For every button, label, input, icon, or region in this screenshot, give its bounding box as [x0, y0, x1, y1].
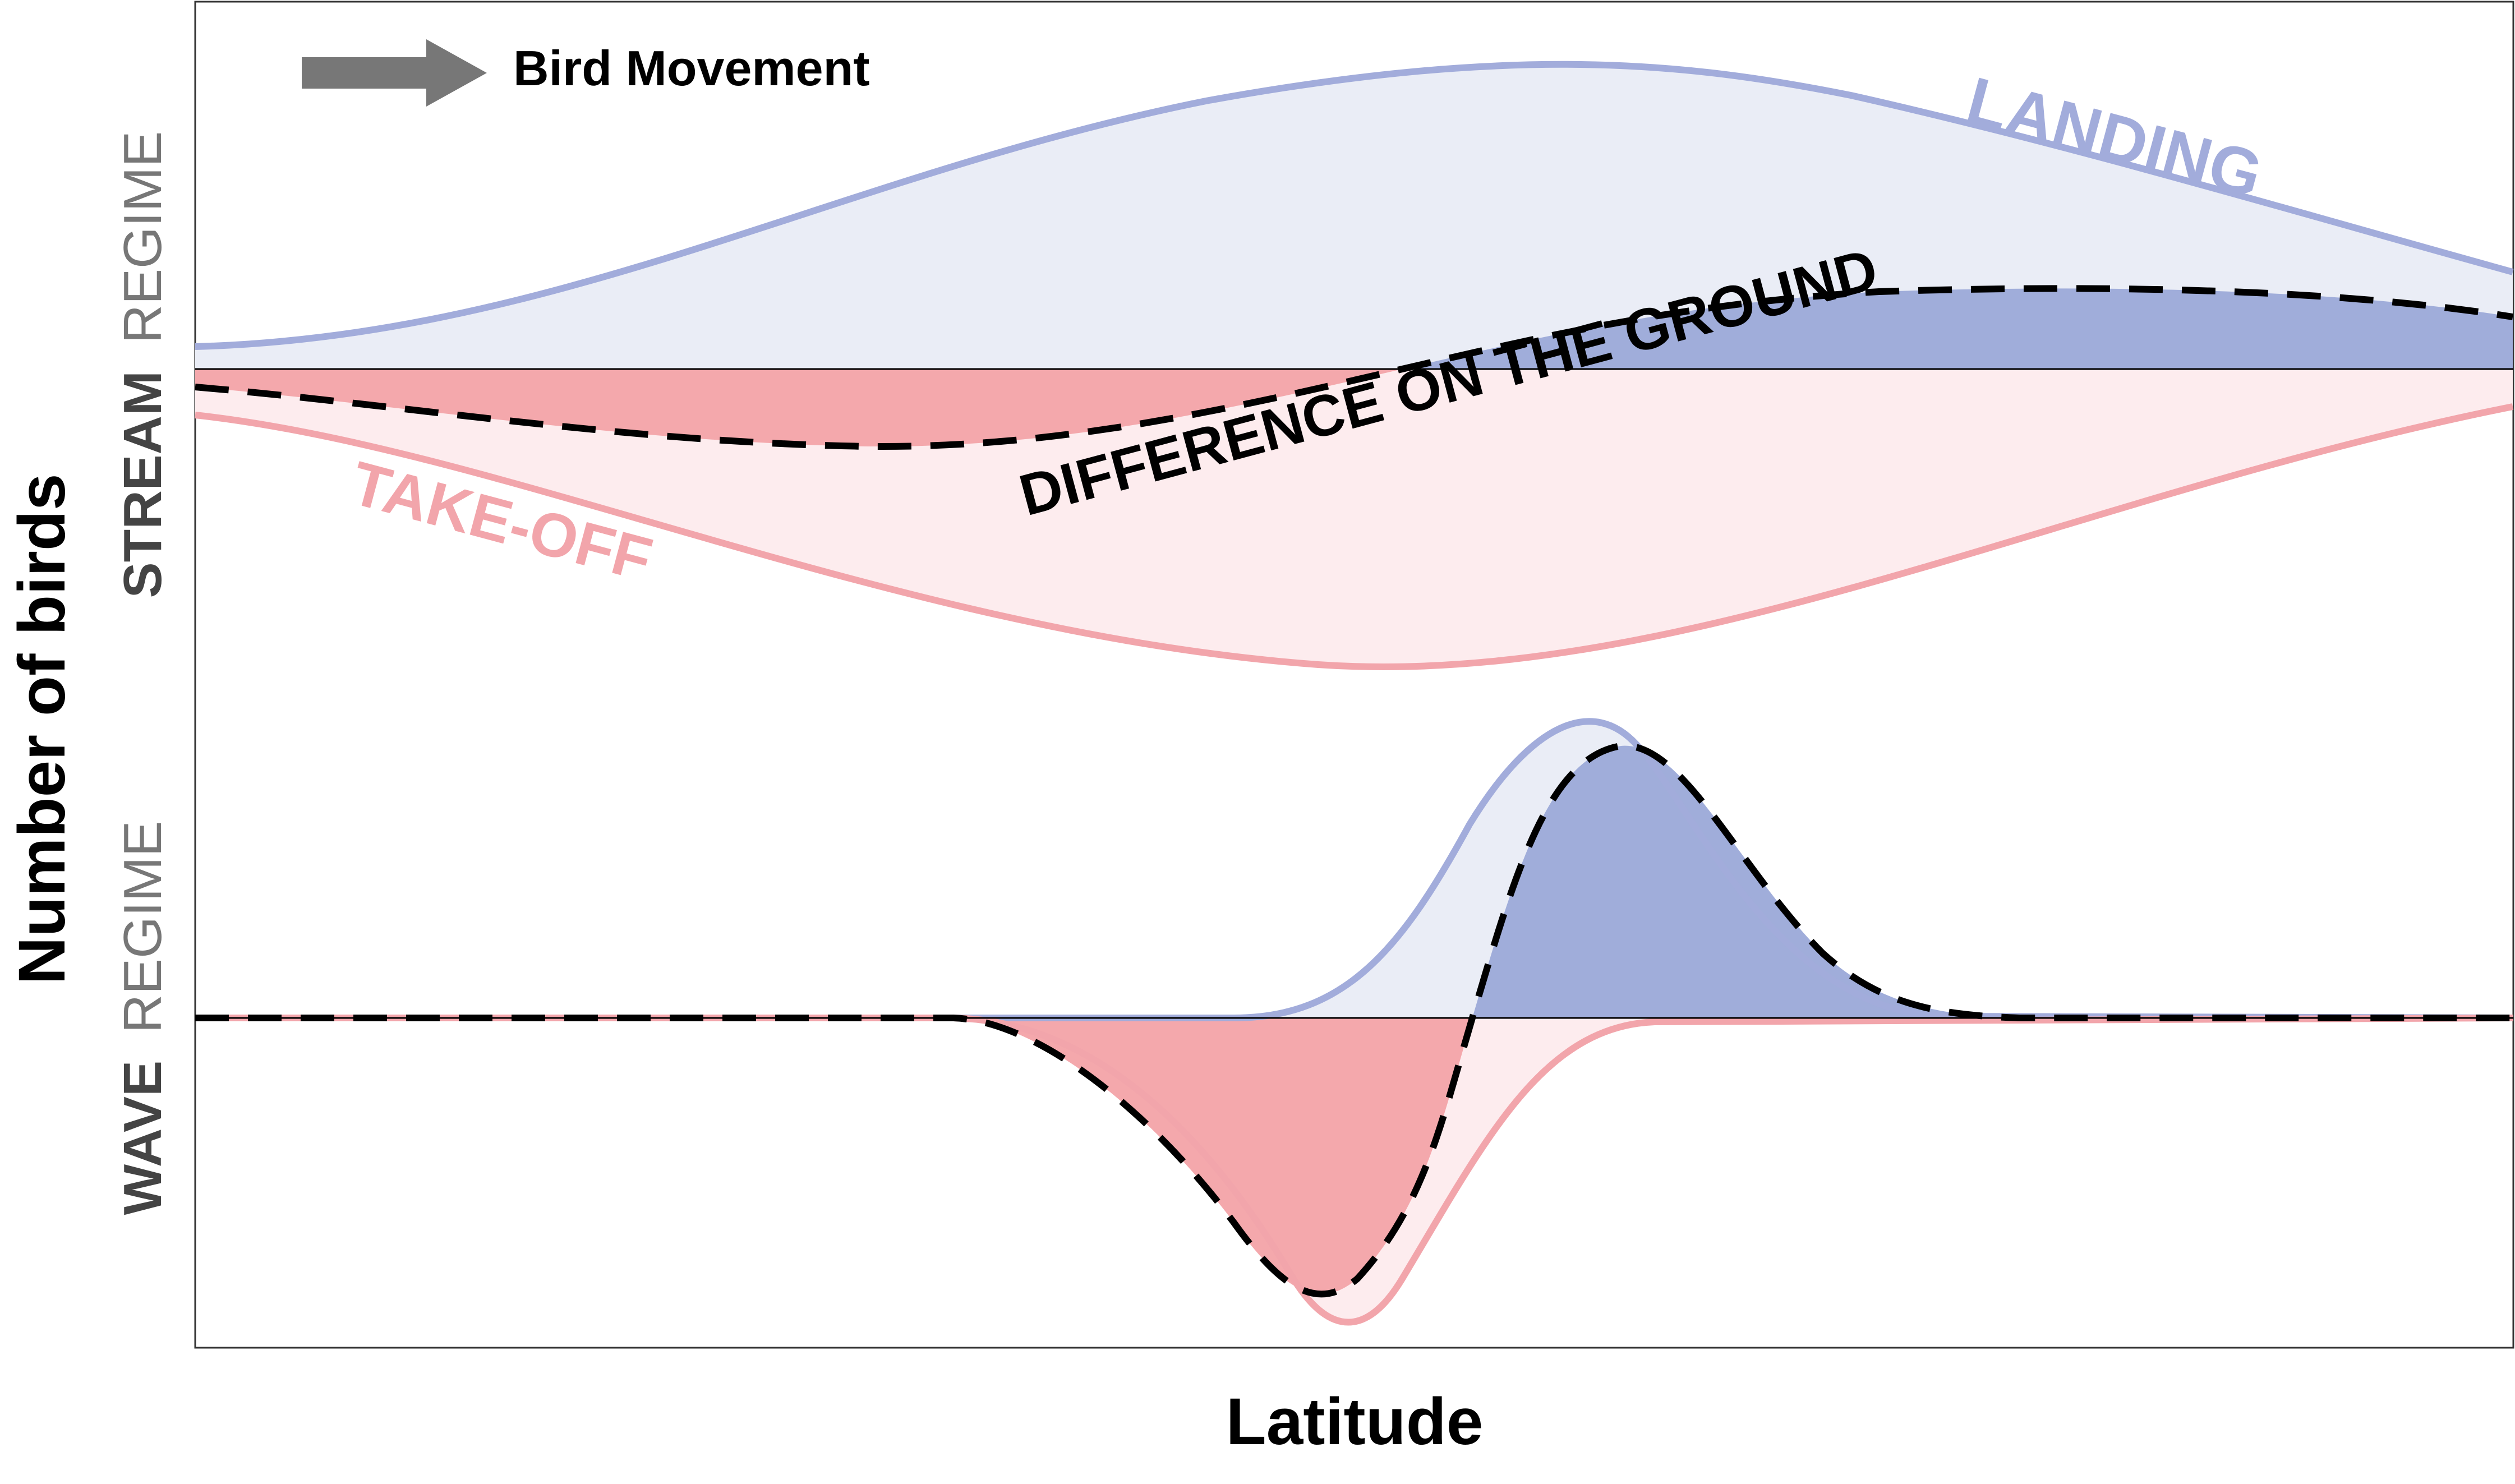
right-arrow-icon [302, 39, 487, 107]
wave-landing-fill [195, 721, 2513, 1018]
stream-net-landing-fill [1402, 288, 2513, 369]
stream-landing-line [195, 61, 2514, 350]
y-axis-label: Number of birds [5, 473, 79, 984]
wave-regime-light: REGIME [113, 821, 173, 1034]
bird-movement-legend: Bird Movement [302, 39, 870, 107]
stream-regime-label: STREAM REGIME [113, 131, 173, 598]
x-axis-label: Latitude [1226, 1385, 1484, 1459]
stream-difference-line [195, 285, 2513, 450]
wave-regime-bold: WAVE [113, 1061, 173, 1215]
stream-takeoff-line [195, 403, 2514, 670]
bird-movement-label: Bird Movement [513, 40, 870, 96]
wave-net-takeoff-fill [954, 1018, 1472, 1294]
stream-regime-light: REGIME [113, 131, 173, 344]
stream-regime-bold: STREAM [113, 371, 173, 598]
wave-takeoff-line [195, 1015, 2514, 1326]
stream-regime-panel [195, 61, 2514, 670]
wave-regime-label: WAVE REGIME [113, 821, 173, 1215]
wave-regime-panel [195, 718, 2514, 1326]
wave-difference-line [195, 742, 2513, 1298]
plot-frame [194, 1, 2514, 1349]
wave-net-landing-fill [1472, 745, 2019, 1018]
wave-landing-line [195, 718, 2514, 1021]
